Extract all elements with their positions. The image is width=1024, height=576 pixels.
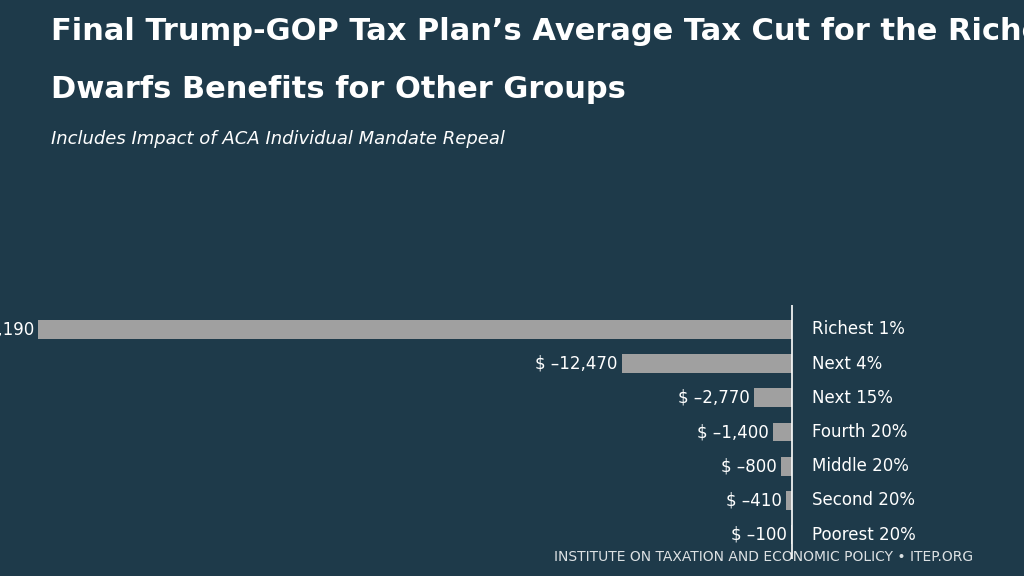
- Text: Richest 1%: Richest 1%: [812, 320, 905, 338]
- Bar: [781, 457, 792, 476]
- Text: $ –2,770: $ –2,770: [678, 389, 750, 407]
- Bar: [786, 491, 792, 510]
- Text: $ –12,470: $ –12,470: [536, 354, 617, 373]
- Text: Fourth 20%: Fourth 20%: [812, 423, 907, 441]
- Bar: [791, 525, 792, 544]
- Text: Second 20%: Second 20%: [812, 491, 915, 510]
- Text: Final Trump-GOP Tax Plan’s Average Tax Cut for the Richest 1% in 2019: Final Trump-GOP Tax Plan’s Average Tax C…: [51, 17, 1024, 46]
- Text: $ –800: $ –800: [721, 457, 777, 475]
- Text: Includes Impact of ACA Individual Mandate Repeal: Includes Impact of ACA Individual Mandat…: [51, 130, 505, 147]
- Text: $ –1,400: $ –1,400: [697, 423, 769, 441]
- Text: $ –410: $ –410: [726, 491, 782, 510]
- Bar: [754, 388, 792, 407]
- Text: Middle 20%: Middle 20%: [812, 457, 909, 475]
- Text: Poorest 20%: Poorest 20%: [812, 526, 916, 544]
- Bar: [773, 423, 792, 441]
- Bar: [622, 354, 792, 373]
- Text: Dwarfs Benefits for Other Groups: Dwarfs Benefits for Other Groups: [51, 75, 626, 104]
- Text: Next 15%: Next 15%: [812, 389, 893, 407]
- Bar: [38, 320, 792, 339]
- Text: $ –55,190: $ –55,190: [0, 320, 34, 338]
- Text: INSTITUTE ON TAXATION AND ECONOMIC POLICY • ITEP.ORG: INSTITUTE ON TAXATION AND ECONOMIC POLIC…: [554, 551, 973, 564]
- Text: $ –100: $ –100: [730, 526, 786, 544]
- Text: Next 4%: Next 4%: [812, 354, 883, 373]
